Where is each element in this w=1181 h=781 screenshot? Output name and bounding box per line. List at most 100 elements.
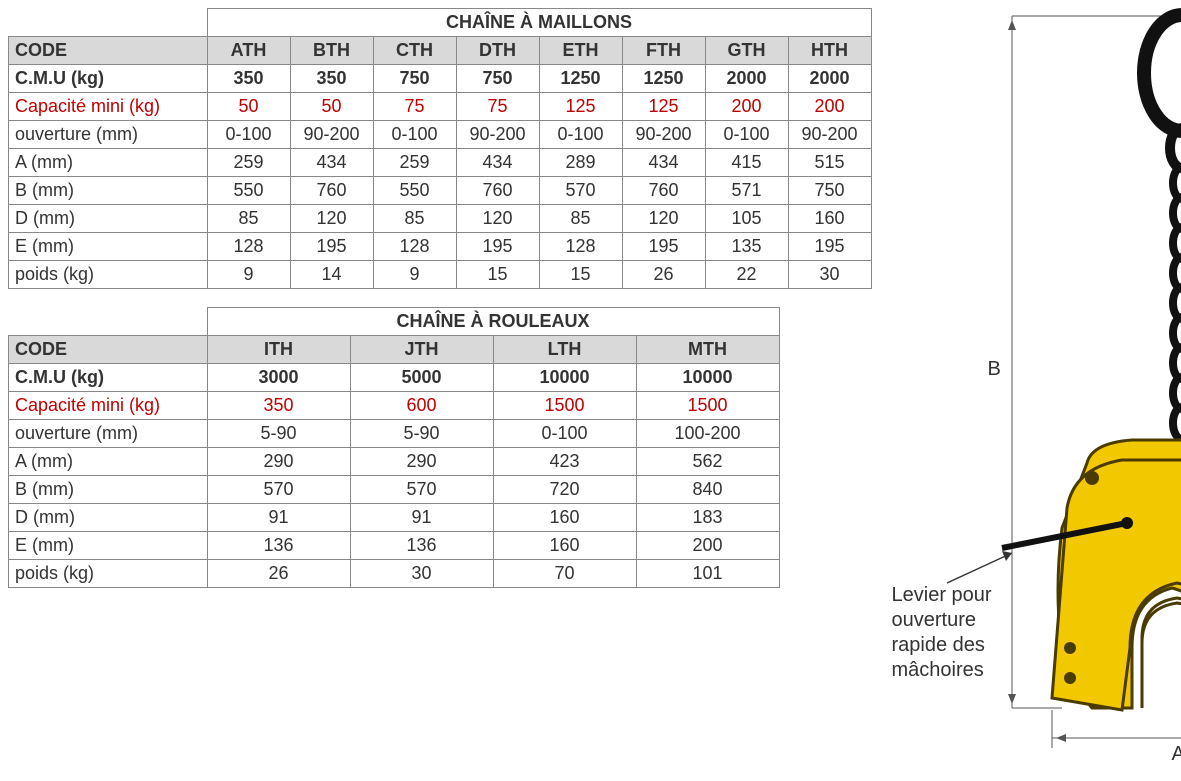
row-label: B (mm) [9,476,208,504]
row-label: poids (kg) [9,560,208,588]
cell: 434 [456,149,539,177]
cell: 90-200 [788,121,871,149]
cell: 90-200 [622,121,705,149]
cell: 434 [622,149,705,177]
table-row: C.M.U (kg)3503507507501250125020002000 [9,65,872,93]
cell: 120 [290,205,373,233]
table-row: poids (kg)91491515262230 [9,261,872,289]
cell: 600 [350,392,493,420]
group-title: CHAÎNE À ROULEAUX [207,308,779,336]
cell: 90-200 [290,121,373,149]
cell: 515 [788,149,871,177]
table-chaine-maillons: CHAÎNE À MAILLONSCODEATHBTHCTHDTHETHFTHG… [8,8,872,289]
cell: 3000 [207,364,350,392]
row-label: C.M.U (kg) [9,65,208,93]
cell: 5-90 [207,420,350,448]
cell: 30 [350,560,493,588]
cell: 101 [636,560,779,588]
cell: 15 [456,261,539,289]
cell: 290 [207,448,350,476]
cell: 91 [350,504,493,532]
cell: 100-200 [636,420,779,448]
cell: 128 [207,233,290,261]
cell: 90-200 [456,121,539,149]
table-row: E (mm)128195128195128195135195 [9,233,872,261]
cell: 136 [350,532,493,560]
table-row: B (mm)550760550760570760571750 [9,177,872,205]
cell: 195 [456,233,539,261]
col-HTH: HTH [788,37,871,65]
cell: 14 [290,261,373,289]
cell: 570 [350,476,493,504]
group-title: CHAÎNE À MAILLONS [207,9,871,37]
cell: 1500 [636,392,779,420]
cell: 120 [622,205,705,233]
table-row: D (mm)851208512085120105160 [9,205,872,233]
cell: 0-100 [539,121,622,149]
cell: 1500 [493,392,636,420]
cell: 259 [373,149,456,177]
code-header: CODE [9,336,208,364]
cell: 50 [290,93,373,121]
table-row: ouverture (mm)5-905-900-100100-200 [9,420,780,448]
cell: 434 [290,149,373,177]
cell: 125 [622,93,705,121]
cell: 200 [788,93,871,121]
cell: 105 [705,205,788,233]
cell: 1250 [622,65,705,93]
cell: 70 [493,560,636,588]
row-label: B (mm) [9,177,208,205]
row-label: C.M.U (kg) [9,364,208,392]
cell: 9 [373,261,456,289]
cell: 720 [493,476,636,504]
cell: 750 [373,65,456,93]
cell: 160 [788,205,871,233]
col-ATH: ATH [207,37,290,65]
code-header: CODE [9,37,208,65]
cell: 562 [636,448,779,476]
cell: 0-100 [373,121,456,149]
table-chaine-rouleaux: CHAÎNE À ROULEAUXCODEITHJTHLTHMTHC.M.U (… [8,307,780,588]
table-row: poids (kg)263070101 [9,560,780,588]
row-label: D (mm) [9,205,208,233]
cell: 10000 [493,364,636,392]
cell: 75 [373,93,456,121]
cell: 350 [290,65,373,93]
table-row: E (mm)136136160200 [9,532,780,560]
cell: 135 [705,233,788,261]
cell: 5-90 [350,420,493,448]
col-CTH: CTH [373,37,456,65]
cell: 26 [207,560,350,588]
cell: 200 [636,532,779,560]
cell: 840 [636,476,779,504]
col-DTH: DTH [456,37,539,65]
table-row: Capacité mini (kg)35060015001500 [9,392,780,420]
cell: 750 [456,65,539,93]
cell: 30 [788,261,871,289]
row-label: Capacité mini (kg) [9,392,208,420]
table-row: B (mm)570570720840 [9,476,780,504]
cell: 160 [493,532,636,560]
cell: 0-100 [207,121,290,149]
row-label: E (mm) [9,233,208,261]
row-label: A (mm) [9,448,208,476]
cell: 571 [705,177,788,205]
cell: 15 [539,261,622,289]
cell: 289 [539,149,622,177]
cell: 0-100 [493,420,636,448]
cell: 760 [622,177,705,205]
cell: 290 [350,448,493,476]
cell: 550 [373,177,456,205]
cell: 423 [493,448,636,476]
cell: 136 [207,532,350,560]
row-label: ouverture (mm) [9,420,208,448]
cell: 550 [207,177,290,205]
cell: 26 [622,261,705,289]
col-LTH: LTH [493,336,636,364]
cell: 195 [788,233,871,261]
cell: 10000 [636,364,779,392]
dim-label-A: A [1172,743,1181,766]
col-FTH: FTH [622,37,705,65]
cell: 22 [705,261,788,289]
cell: 750 [788,177,871,205]
